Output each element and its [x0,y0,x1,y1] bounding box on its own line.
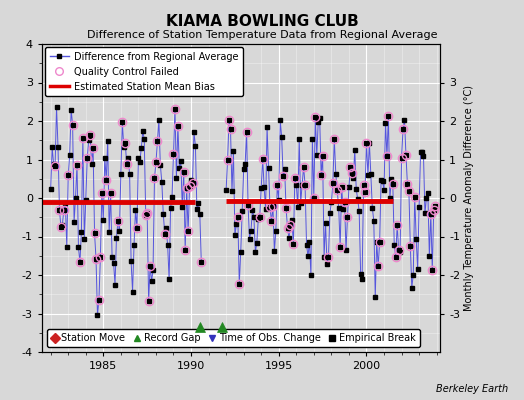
Text: Berkeley Earth: Berkeley Earth [436,384,508,394]
Legend: Station Move, Record Gap, Time of Obs. Change, Empirical Break: Station Move, Record Gap, Time of Obs. C… [47,329,420,347]
Text: Difference of Station Temperature Data from Regional Average: Difference of Station Temperature Data f… [87,30,437,40]
Text: KIAMA BOWLING CLUB: KIAMA BOWLING CLUB [166,14,358,29]
Y-axis label: Monthly Temperature Anomaly Difference (°C): Monthly Temperature Anomaly Difference (… [464,85,474,311]
